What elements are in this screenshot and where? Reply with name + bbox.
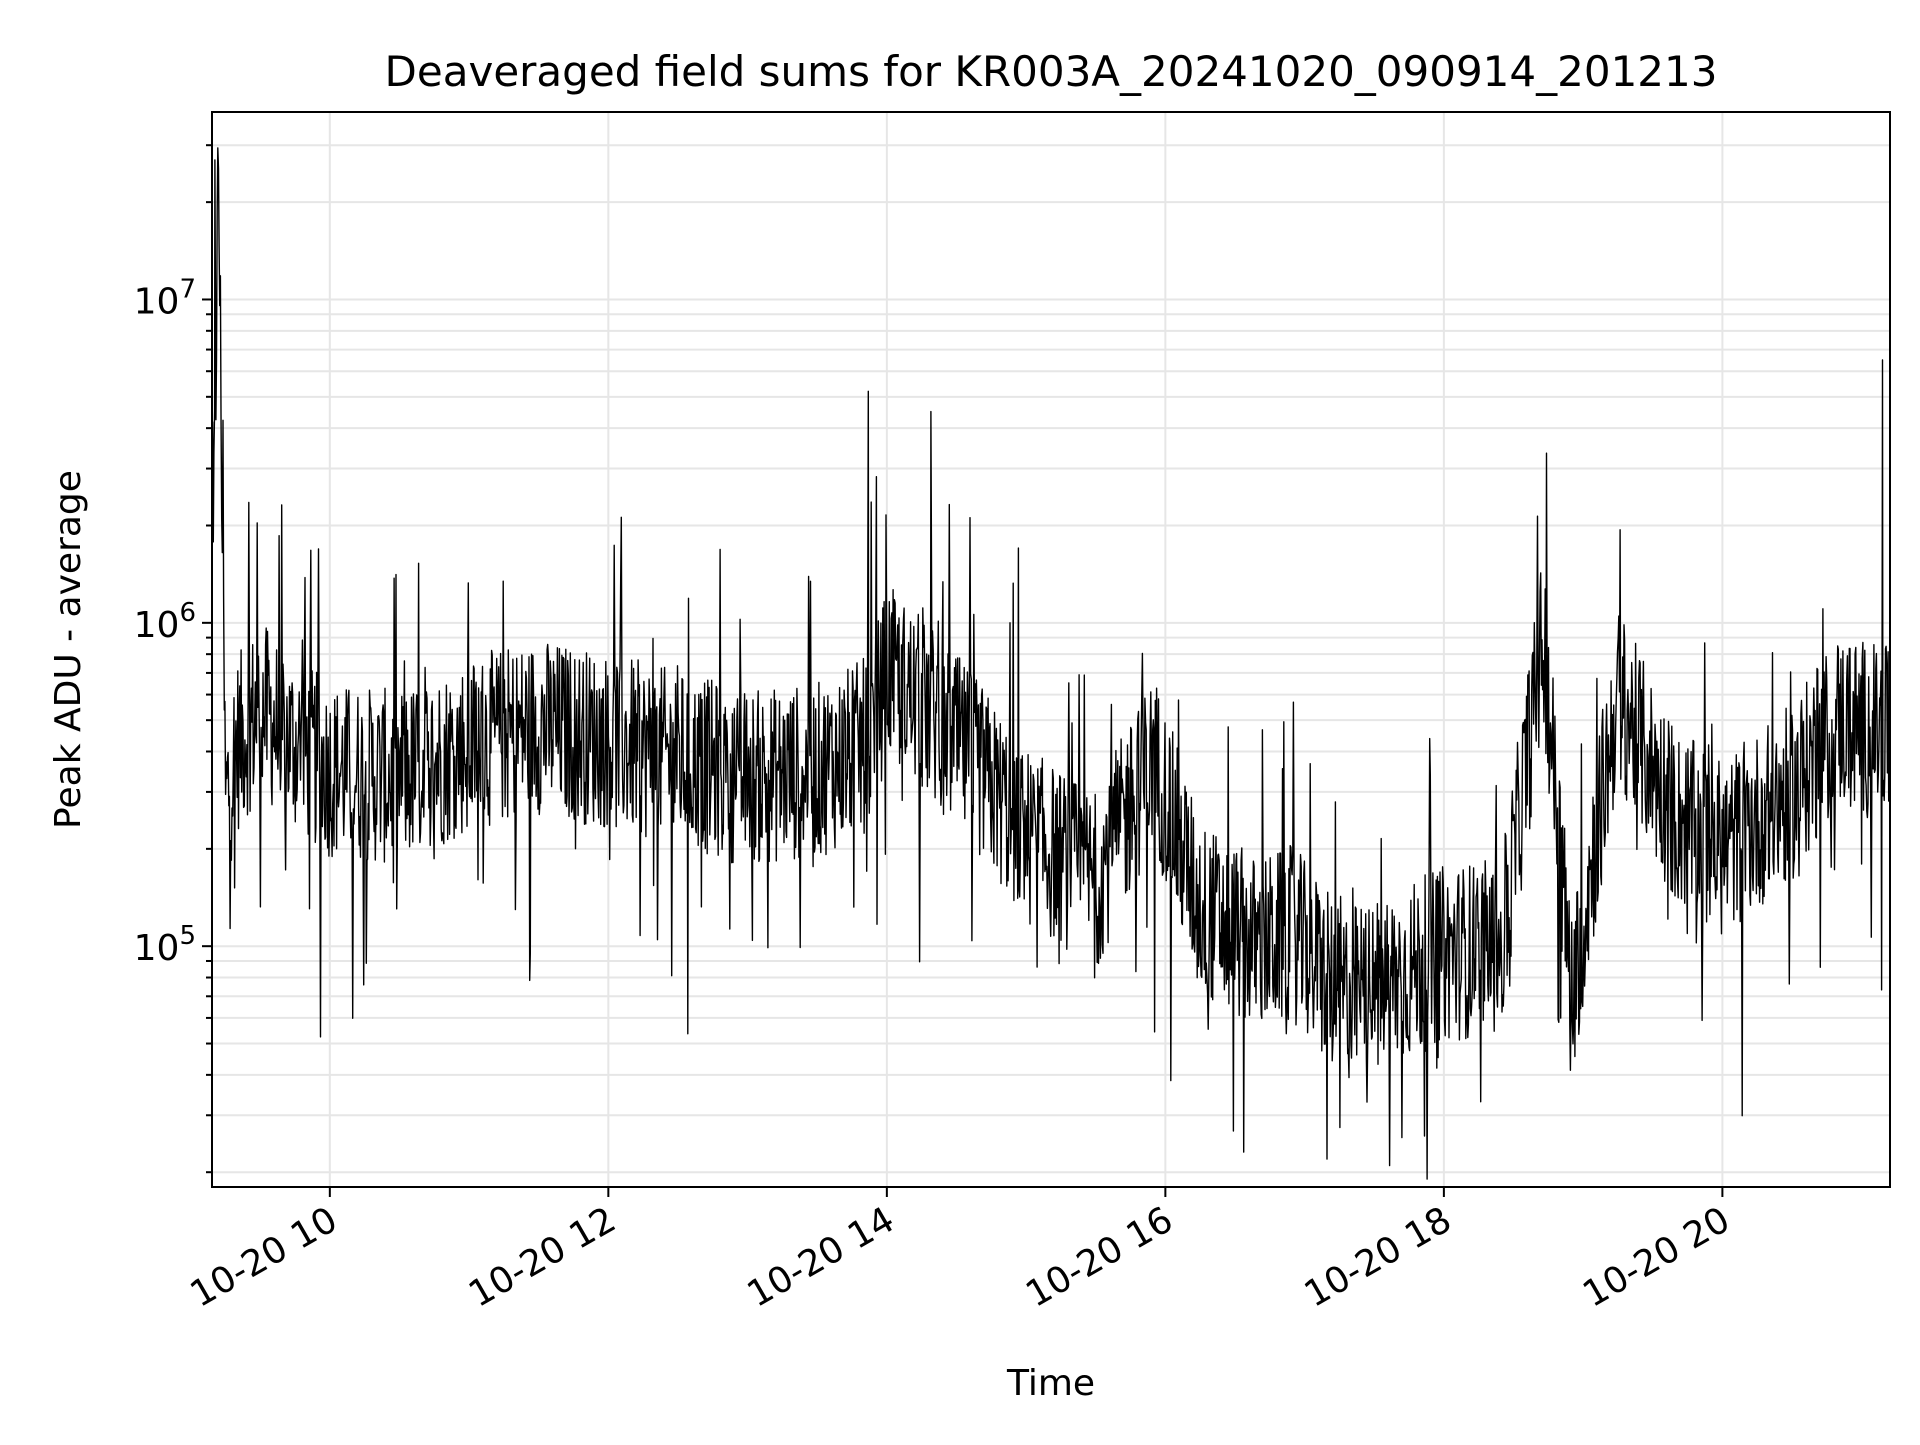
chart-title: Deaveraged field sums for KR003A_2024102… [385, 47, 1718, 96]
grid-lines [212, 112, 1890, 1187]
y-tick-label: 106 [134, 598, 196, 646]
x-tick-label: 10-20 14 [741, 1199, 902, 1315]
x-tick-label: 10-20 18 [1298, 1199, 1459, 1315]
series-line [211, 147, 1891, 1180]
plot-frame [211, 111, 1891, 1188]
x-tick-label: 10-20 10 [184, 1199, 345, 1315]
x-tick-label: 10-20 20 [1576, 1199, 1737, 1315]
series-path [211, 147, 1891, 1180]
x-axis-label: Time [1006, 1363, 1095, 1404]
y-tick-label: 107 [134, 274, 196, 322]
y-tick-label: 105 [134, 921, 196, 969]
y-axis-label: Peak ADU - average [48, 470, 89, 829]
x-tick-label: 10-20 16 [1019, 1199, 1180, 1315]
x-tick-label: 10-20 12 [462, 1199, 623, 1315]
